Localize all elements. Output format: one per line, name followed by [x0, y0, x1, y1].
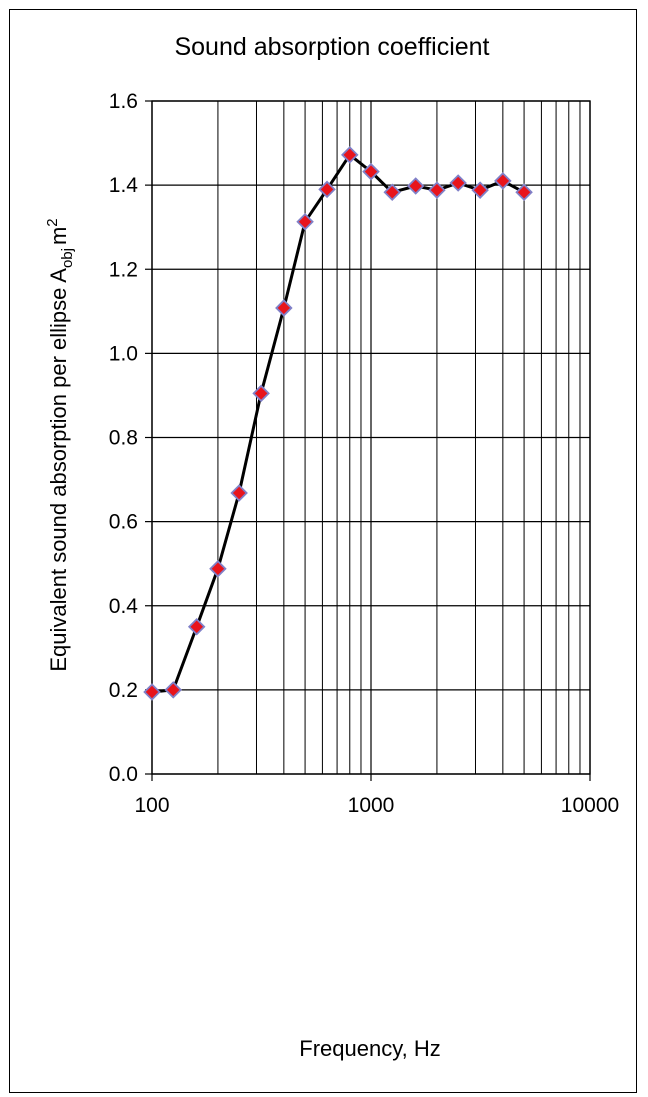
data-point-marker	[187, 618, 206, 636]
data-point-marker	[471, 181, 489, 199]
y-axis-label: Equivalent sound absorption per ellipse …	[44, 218, 76, 671]
y-tick-label: 0.2	[109, 679, 138, 702]
data-point-marker	[449, 174, 467, 192]
y-axis-label-unit: m	[46, 227, 71, 245]
data-point-marker	[164, 681, 182, 699]
data-point-marker	[252, 384, 270, 403]
y-tick-label: 1.2	[109, 258, 138, 281]
x-tick-label: 10000	[561, 794, 619, 817]
data-point-marker	[143, 683, 161, 701]
y-tick-label: 1.6	[109, 90, 138, 113]
data-point-marker	[275, 299, 293, 317]
y-tick-label: 0.6	[109, 511, 138, 534]
data-point-marker	[494, 172, 512, 190]
y-tick-label: 0.4	[109, 595, 139, 618]
series-line	[151, 153, 525, 694]
data-point-marker	[318, 180, 336, 199]
y-axis-ticks: 0.0 0.2 0.4 0.6 0.8 1.0 1.2 1.4 1.6	[109, 90, 152, 786]
data-point-marker	[209, 559, 227, 578]
series-markers	[143, 146, 533, 701]
data-point-marker	[406, 177, 425, 195]
data-point-marker	[341, 146, 359, 164]
series-polyline	[151, 153, 525, 694]
data-point-marker	[296, 212, 314, 231]
y-tick-label: 0.8	[109, 427, 138, 450]
data-point-marker	[428, 181, 446, 199]
x-axis-label: Frequency, Hz	[299, 1036, 440, 1061]
x-axis-ticks: 100 1000 10000	[134, 774, 619, 817]
data-point-marker	[230, 484, 248, 502]
y-tick-label: 1.4	[109, 174, 139, 197]
x-tick-label: 1000	[348, 794, 395, 817]
data-point-marker	[362, 162, 380, 181]
chart-title: Sound absorption coefficient	[174, 33, 489, 61]
data-point-marker	[515, 183, 533, 202]
data-point-marker	[383, 183, 401, 202]
y-tick-label: 0.0	[109, 763, 138, 786]
y-axis-label-main: Equivalent sound absorption per ellipse …	[46, 268, 71, 672]
x-tick-label: 100	[134, 794, 169, 817]
y-axis-label-superscript: 2	[44, 218, 61, 226]
y-axis-label-subscript: obj	[59, 248, 76, 268]
y-tick-label: 1.0	[109, 342, 138, 365]
